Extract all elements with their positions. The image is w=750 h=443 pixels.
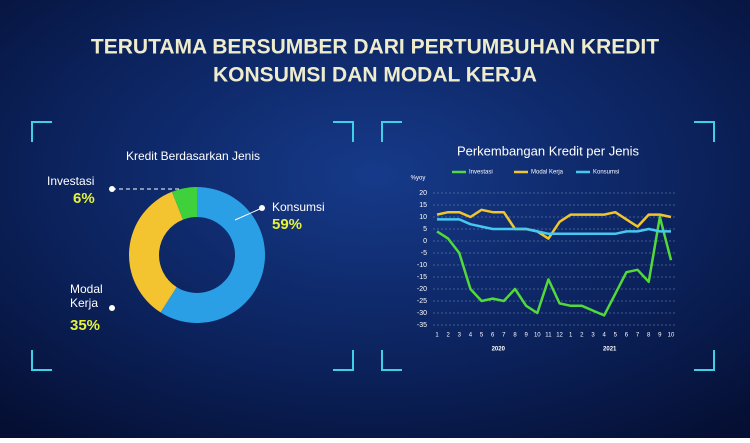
- x-tick-label: 7: [636, 333, 640, 339]
- slide-title: KONSUMSI DAN MODAL KERJA: [213, 64, 537, 87]
- value-label: 59%: [272, 216, 302, 233]
- series-line: [436, 215, 673, 317]
- y-tick-label: 20: [419, 190, 427, 197]
- y-axis-label: %yoy: [411, 176, 426, 182]
- y-tick-label: -25: [417, 298, 427, 305]
- x-group-label: 2021: [603, 347, 617, 353]
- x-tick-label: 9: [524, 333, 528, 339]
- y-tick-label: -15: [417, 274, 427, 281]
- x-tick-label: 3: [458, 333, 462, 339]
- y-tick-label: -10: [417, 262, 427, 269]
- value-label: 35%: [70, 317, 100, 334]
- leader-line: [234, 207, 263, 221]
- donut-segment: [160, 187, 266, 323]
- category-label: Modal Kerja: [70, 282, 103, 310]
- slide-title: TERUTAMA BERSUMBER DARI PERTUMBUHAN KRED…: [91, 36, 659, 59]
- y-tick-label: 10: [419, 214, 427, 221]
- series-line: [436, 208, 672, 240]
- y-tick-label: 0: [423, 238, 427, 245]
- category-label: Investasi: [47, 174, 94, 188]
- x-tick-label: 9: [658, 333, 662, 339]
- x-tick-label: 5: [614, 333, 618, 339]
- x-tick-label: 6: [625, 333, 629, 339]
- x-tick-label: 6: [491, 333, 495, 339]
- y-tick-label: -35: [417, 322, 427, 329]
- x-group-label: 2020: [492, 347, 506, 353]
- category-label: Konsumsi: [272, 200, 325, 214]
- donut-segment: [128, 191, 184, 313]
- x-tick-label: 3: [591, 333, 595, 339]
- donut-title: Kredit Berdasarkan Jenis: [126, 149, 260, 163]
- y-tick-label: -30: [417, 310, 427, 317]
- legend-label: Modal Kerja: [531, 170, 564, 176]
- x-tick-label: 1: [435, 333, 439, 339]
- x-tick-label: 4: [469, 333, 473, 339]
- x-tick-label: 4: [602, 333, 606, 339]
- y-tick-label: -20: [417, 286, 427, 293]
- legend-label: Investasi: [469, 170, 493, 176]
- x-tick-label: 10: [668, 333, 675, 339]
- y-tick-label: -5: [421, 250, 427, 257]
- panel-frames: [31, 121, 715, 371]
- legend-label: Konsumsi: [593, 170, 619, 176]
- value-label: 6%: [73, 190, 95, 207]
- x-tick-label: 11: [545, 333, 552, 339]
- x-tick-label: 10: [534, 333, 541, 339]
- y-tick-label: 15: [419, 202, 427, 209]
- x-tick-label: 5: [480, 333, 484, 339]
- x-tick-label: 2: [580, 333, 584, 339]
- x-tick-label: 12: [556, 333, 563, 339]
- x-tick-label: 8: [513, 333, 517, 339]
- x-tick-label: 7: [502, 333, 506, 339]
- x-tick-label: 1: [569, 333, 573, 339]
- x-tick-label: 2: [446, 333, 450, 339]
- y-tick-label: 5: [423, 226, 427, 233]
- leader-dot: [109, 305, 115, 311]
- donut-segment: [171, 187, 197, 220]
- x-tick-label: 8: [647, 333, 651, 339]
- line-title: Perkembangan Kredit per Jenis: [457, 143, 640, 158]
- series-line: [437, 218, 671, 236]
